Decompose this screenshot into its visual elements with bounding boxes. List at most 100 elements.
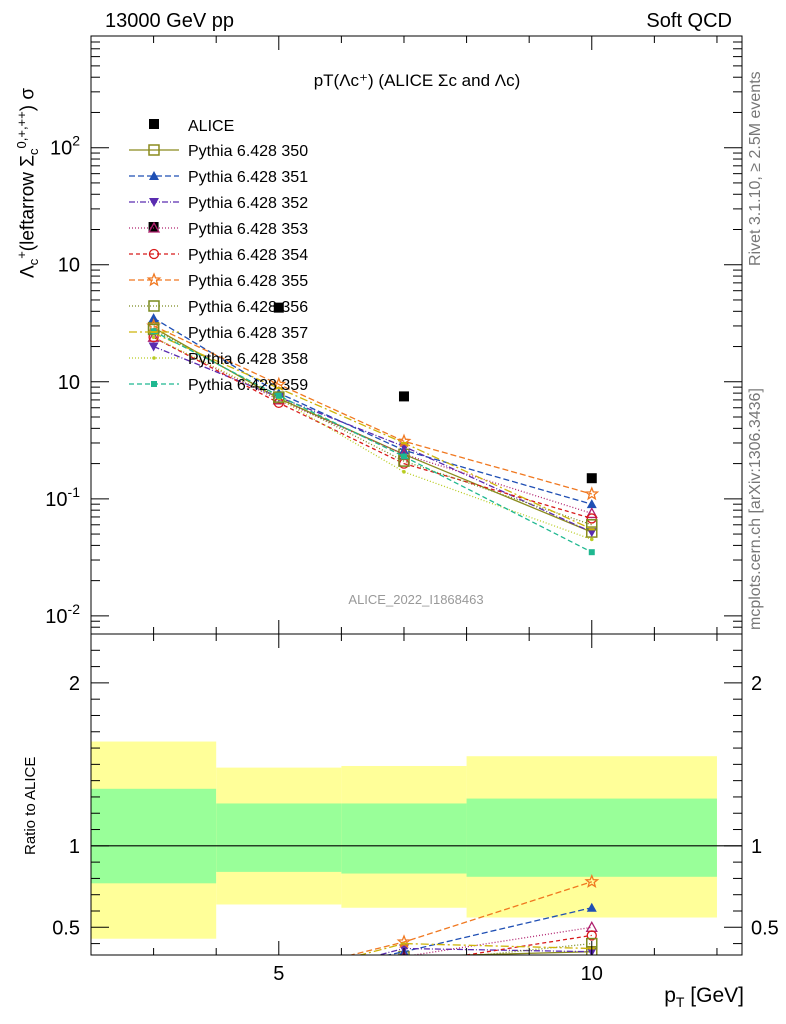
legend-label-9: Pythia 6.428 359 [188, 377, 308, 394]
series-point-4 [586, 513, 597, 524]
ratio-point-6 [149, 983, 159, 993]
ratio-line-0 [440, 951, 592, 955]
chart-title: pT(Λc⁺) (ALICE Σc and Λc) [314, 71, 521, 90]
series-point-9 [400, 453, 407, 460]
ratio-tick-label-right: 1 [751, 836, 762, 858]
ratio-point-3 [149, 986, 159, 995]
series-point-3 [585, 507, 598, 519]
series-point-5 [271, 376, 287, 391]
ratio-point-9 [151, 985, 157, 991]
series-line-2 [153, 345, 593, 533]
legend-marker-8 [152, 356, 156, 360]
header-right-label: Soft QCD [646, 10, 732, 32]
main-series-group [146, 313, 600, 556]
y-tick-label: 10-1 [45, 484, 80, 511]
legend-label-4: Pythia 6.428 354 [188, 247, 308, 264]
legend-marker-5 [146, 272, 162, 287]
series-point-2 [148, 342, 159, 352]
x-axis-label: pT [GeV] [664, 984, 744, 1011]
ratio-point-4 [149, 986, 158, 995]
series-point-6 [147, 323, 160, 336]
alice-data-point [148, 222, 159, 233]
mcplots-label: mcplots.cern.ch [arXiv:1306.3436] [747, 388, 764, 630]
ratio-point-2 [149, 988, 159, 997]
header-left-label: 13000 GeV pp [105, 10, 234, 32]
y-tick-label: 102 [50, 133, 80, 160]
ratio-point-4 [399, 960, 408, 969]
ratio-point-5 [148, 980, 159, 991]
main-y-axis-label: Λc+(leftarrow Σc0,+,++) σ [14, 87, 42, 278]
x-tick-label: 10 [581, 963, 603, 985]
alice-data-point [398, 391, 409, 402]
ratio-band-inner [341, 803, 467, 874]
ratio-line-2 [376, 947, 592, 955]
ratio-point-3 [585, 920, 598, 932]
ratio-point-1 [586, 902, 597, 912]
ratio-band-inner [216, 803, 342, 872]
series-point-8 [589, 537, 594, 542]
legend-marker-9 [151, 381, 157, 387]
legend-marker-6 [148, 300, 160, 312]
ratio-band-inner [91, 788, 217, 884]
ratio-line-5 [348, 881, 592, 955]
legend-label-2: Pythia 6.428 352 [188, 195, 308, 212]
plot-frames [90, 35, 743, 956]
ratio-point-8 [402, 969, 406, 973]
ratio-line-1 [384, 907, 592, 955]
series-point-9 [588, 549, 595, 556]
ratio-point-4 [586, 930, 597, 941]
series-line-9 [153, 330, 593, 553]
legend-label-0: Pythia 6.428 350 [188, 143, 308, 160]
alice-data-point [273, 302, 284, 313]
series-line-1 [153, 317, 592, 505]
legend-label-5: Pythia 6.428 355 [188, 273, 308, 290]
legend-marker-1 [149, 171, 159, 180]
ratio-tick-label-left: 2 [69, 673, 80, 695]
series-point-1 [148, 313, 159, 323]
ratio-plot-frame [90, 633, 743, 956]
ratio-tick-label-left: 0.5 [52, 917, 80, 939]
legend-marker-3 [147, 221, 161, 233]
alice-data-point [586, 473, 597, 484]
series-line-4 [153, 336, 592, 520]
ratio-tick-label-right: 0.5 [751, 917, 779, 939]
rivet-version-label: Rivet 3.1.10, ≥ 2.5M events [747, 71, 764, 266]
legend-label-7: Pythia 6.428 357 [188, 325, 308, 342]
legend-label-8: Pythia 6.428 358 [188, 351, 308, 368]
y-tick-label: 10-2 [45, 601, 80, 628]
alice-data-points [148, 222, 597, 484]
ratio-point-6 [399, 958, 409, 968]
series-point-6 [273, 391, 285, 403]
y-tick-label: 10 [58, 255, 80, 277]
analysis-watermark: ALICE_2022_I1868463 [348, 592, 483, 607]
legend: ALICE Pythia 6.428 350 Pythia 6.428 351 Pyt… [129, 71, 520, 607]
legend-marker-0 [148, 144, 160, 156]
ratio-point-8 [152, 989, 156, 993]
ratio-line-8 [154, 960, 592, 991]
ratio-tick-label-left: 1 [69, 836, 80, 858]
ratio-point-8 [590, 958, 594, 962]
legend-label-1: Pythia 6.428 351 [188, 169, 308, 186]
ratio-line-3 [410, 926, 592, 955]
series-point-5 [584, 486, 600, 501]
ratio-point-5 [396, 934, 412, 949]
ratio-point-1 [149, 976, 159, 985]
legend-marker-alice [149, 119, 159, 129]
legend-label-3: Pythia 6.428 353 [188, 221, 308, 238]
ratio-point-5 [584, 873, 600, 888]
ratio-line-4 [462, 934, 592, 955]
series-line-7 [153, 332, 593, 530]
ratio-point-0 [149, 981, 159, 991]
ratio-uncertainty-bands [91, 741, 742, 939]
ratio-band-inner [466, 798, 717, 877]
legend-marker-4 [148, 248, 160, 260]
series-point-1 [586, 499, 597, 509]
legend-marker-2 [149, 198, 159, 207]
ratio-y-axis-label: Ratio to ALICE [22, 756, 39, 855]
legend-label-alice: ALICE [188, 118, 234, 135]
x-tick-label: 5 [273, 963, 284, 985]
ratio-tick-label-right: 2 [751, 673, 762, 695]
legend-label-6: Pythia 6.428 356 [188, 299, 308, 316]
series-point-9 [275, 392, 282, 399]
